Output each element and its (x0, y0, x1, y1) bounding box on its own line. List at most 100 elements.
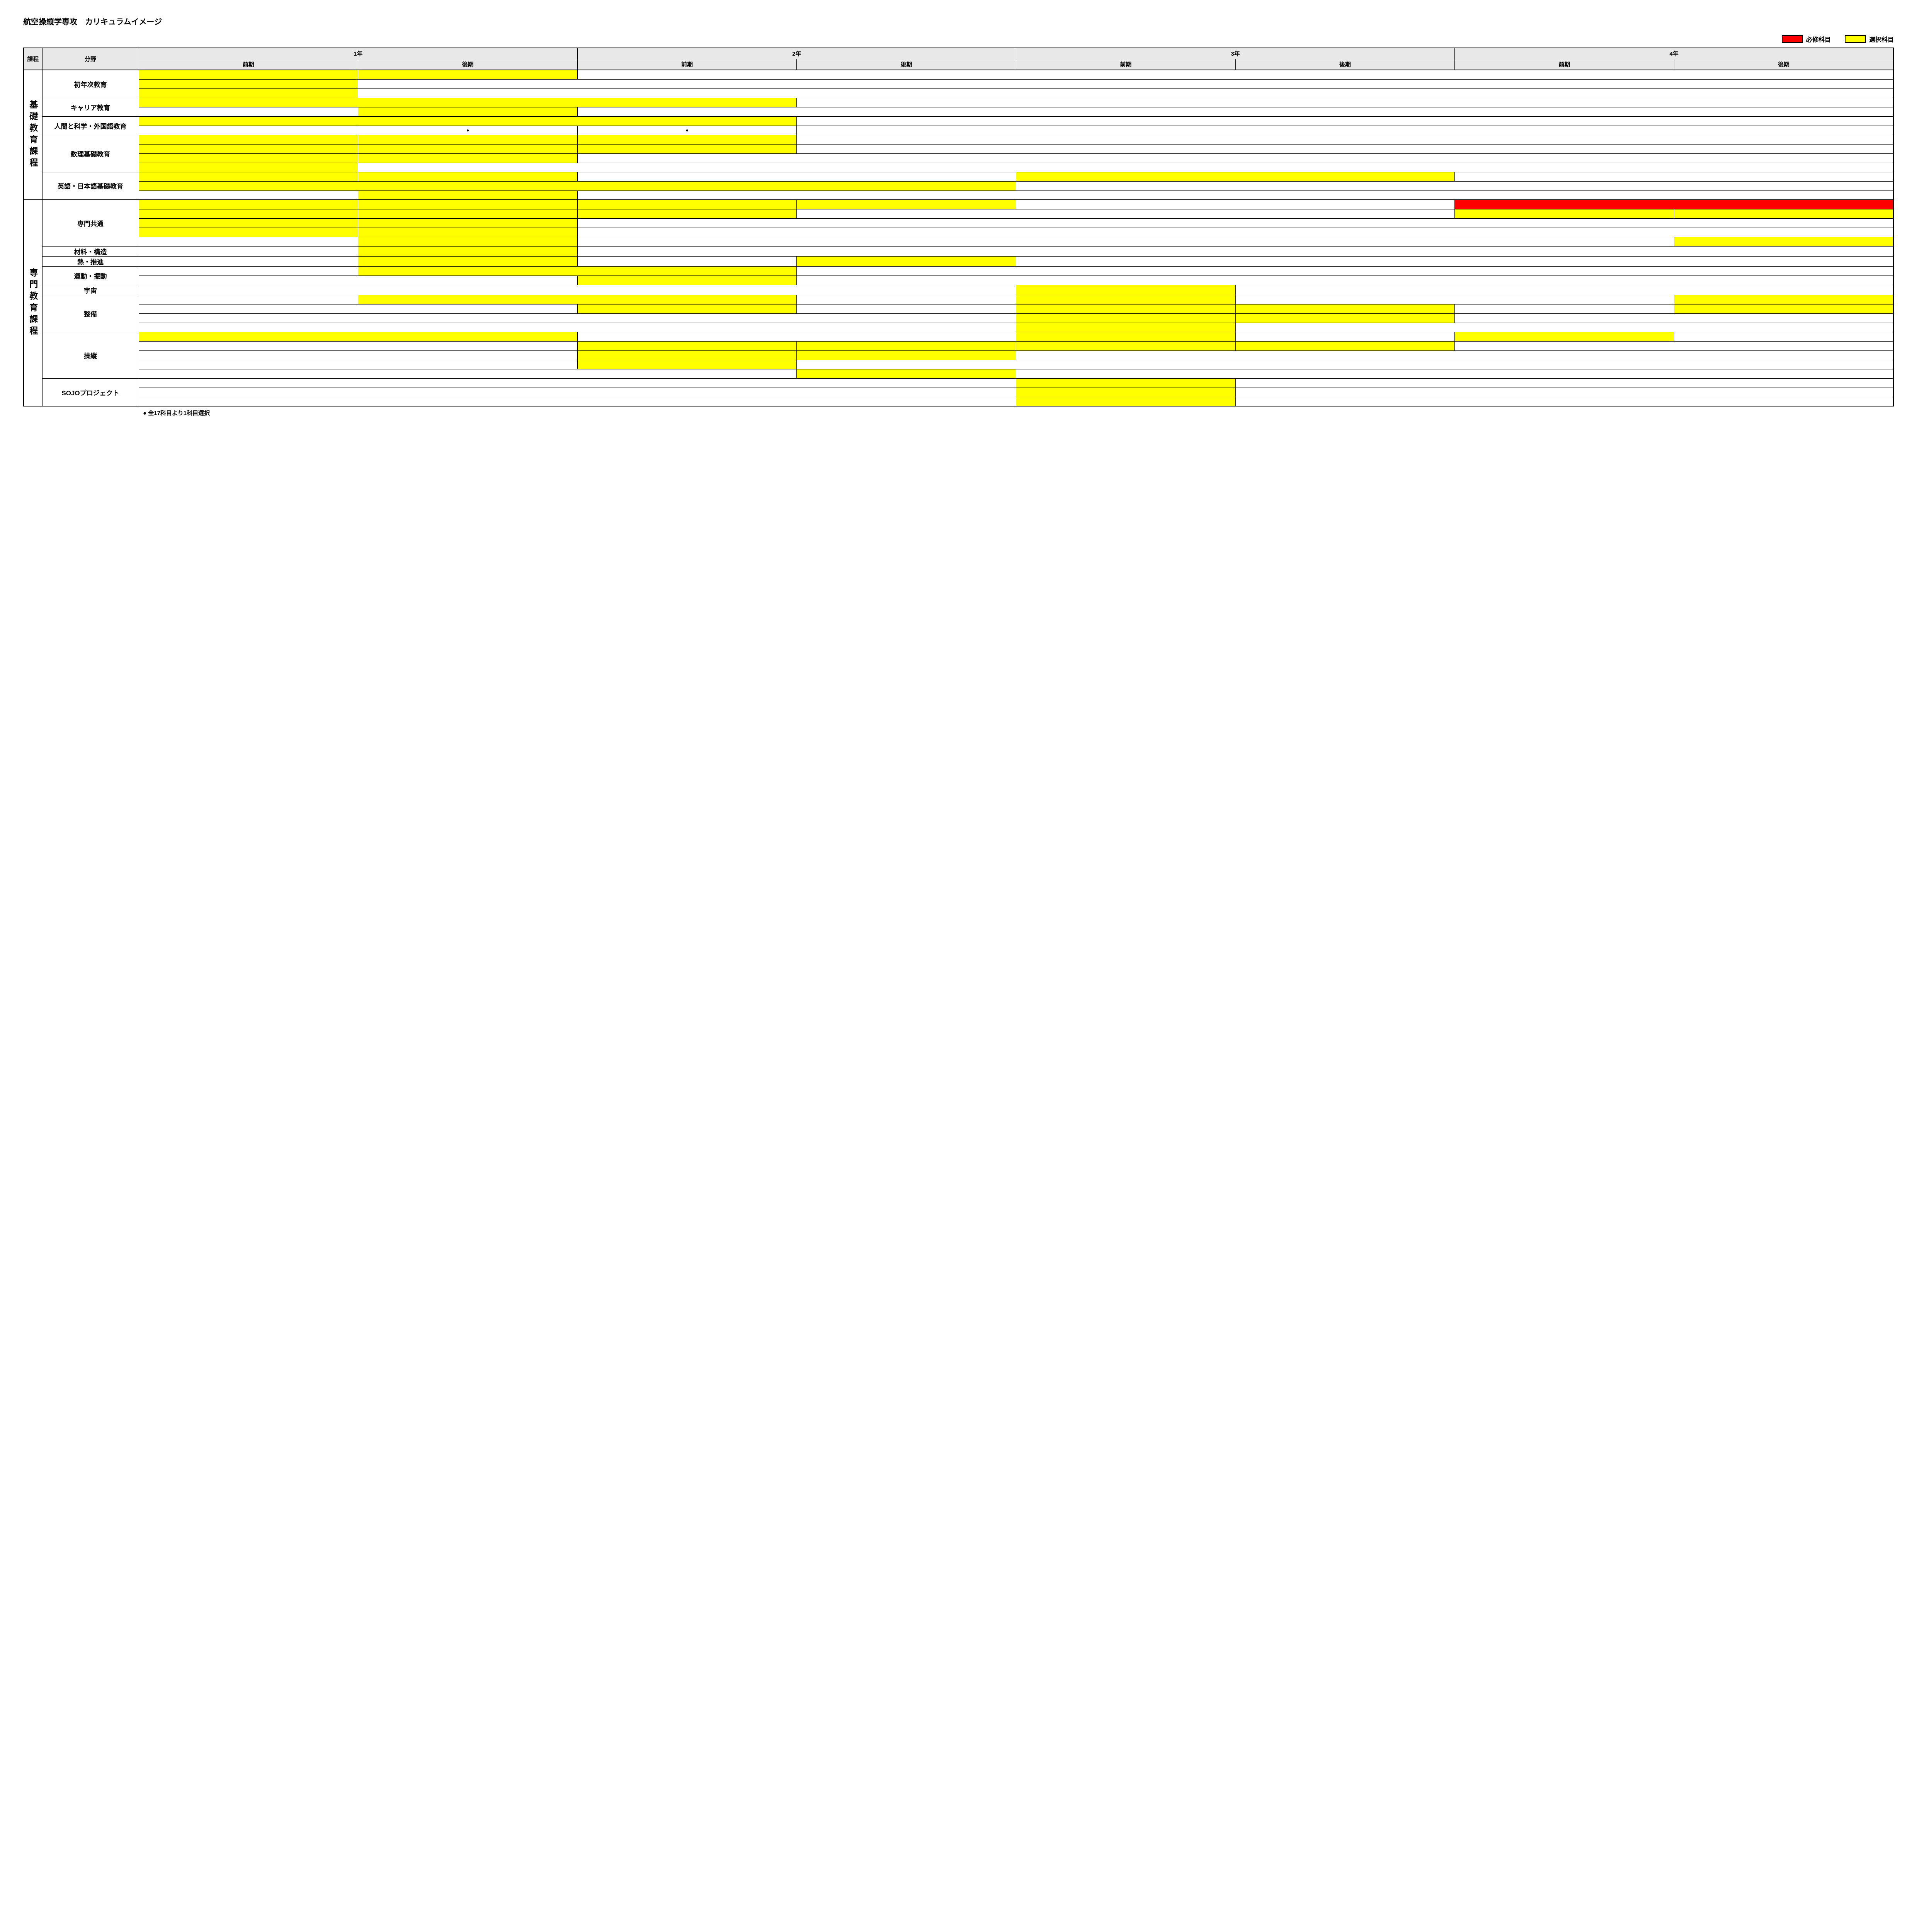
course-slot (1235, 295, 1674, 304)
course-slot (577, 70, 1893, 79)
course-slot (139, 256, 358, 266)
course-slot (139, 70, 358, 79)
field-cell: 宇宙 (42, 285, 139, 295)
header-year: 4年 (1455, 48, 1893, 59)
header-year: 2年 (577, 48, 1016, 59)
field-cell: 数理基礎教育 (42, 135, 139, 172)
course-slot (1455, 172, 1893, 181)
course-slot (139, 209, 358, 218)
course-slot (797, 126, 1893, 135)
course-slot (139, 313, 1016, 323)
course-slot (577, 360, 797, 369)
program-cell: 専門教育課程 (24, 200, 42, 406)
header-semester: 後期 (797, 59, 1016, 70)
course-slot (797, 304, 1016, 313)
course-slot (797, 200, 1016, 209)
course-slot (1674, 209, 1893, 218)
course-slot (1016, 181, 1894, 190)
course-slot (1674, 295, 1893, 304)
course-slot (577, 144, 797, 153)
course-slot (1674, 237, 1893, 246)
course-slot (797, 341, 1016, 350)
course-slot (358, 88, 1893, 98)
legend-label-required: 必修科目 (1806, 34, 1831, 44)
course-slot (358, 256, 578, 266)
course-slot (139, 388, 1016, 397)
header-semester: 後期 (358, 59, 578, 70)
course-slot (139, 341, 577, 350)
course-slot (139, 116, 797, 126)
course-slot (358, 153, 578, 163)
header-semester: 前期 (1455, 59, 1674, 70)
course-slot (1235, 341, 1455, 350)
field-cell: SOJOプロジェクト (42, 378, 139, 406)
course-slot (1455, 341, 1893, 350)
course-slot (1235, 388, 1893, 397)
course-slot (358, 237, 578, 246)
course-slot (139, 135, 358, 144)
course-slot (358, 266, 797, 276)
field-cell: 専門共通 (42, 200, 139, 246)
course-slot (139, 190, 358, 200)
course-slot (139, 332, 577, 341)
course-slot (577, 304, 797, 313)
legend: 必修科目 選択科目 (23, 34, 1894, 44)
course-slot (577, 341, 797, 350)
course-slot (1016, 295, 1236, 304)
page-title: 航空操縦学専攻 カリキュラムイメージ (23, 15, 1894, 27)
course-slot (577, 200, 797, 209)
course-slot (139, 276, 577, 285)
course-slot (358, 228, 578, 237)
field-cell: 運動・振動 (42, 266, 139, 285)
course-slot (577, 153, 1893, 163)
course-slot (139, 323, 1016, 332)
course-slot (1016, 369, 1894, 378)
course-slot (577, 276, 797, 285)
course-slot (1016, 313, 1236, 323)
course-slot (139, 304, 577, 313)
course-slot (139, 88, 358, 98)
course-slot (358, 295, 797, 304)
field-cell: 材料・構造 (42, 246, 139, 256)
program-cell: 基礎教育課程 (24, 70, 42, 200)
course-slot (139, 98, 797, 107)
course-slot (577, 256, 797, 266)
course-slot (577, 237, 1674, 246)
course-slot (577, 350, 797, 360)
course-slot (1235, 378, 1893, 388)
course-slot (797, 360, 1893, 369)
course-slot (139, 285, 1016, 295)
course-slot (577, 332, 1016, 341)
course-slot (577, 246, 1893, 256)
course-slot (1235, 304, 1455, 313)
field-cell: 操縦 (42, 332, 139, 378)
header-semester: 後期 (1674, 59, 1893, 70)
course-slot (358, 79, 1893, 88)
header-semester: 後期 (1235, 59, 1455, 70)
header-year: 1年 (139, 48, 577, 59)
course-slot (1016, 350, 1894, 360)
course-slot (358, 144, 578, 153)
course-slot (139, 153, 358, 163)
course-slot (577, 172, 1016, 181)
course-slot (797, 266, 1893, 276)
course-slot (1016, 323, 1236, 332)
course-slot (358, 218, 578, 228)
course-slot (1016, 200, 1455, 209)
course-slot (1235, 285, 1893, 295)
course-slot (358, 107, 578, 116)
course-slot (797, 144, 1893, 153)
course-slot (139, 369, 797, 378)
course-slot (358, 209, 578, 218)
course-slot (1016, 304, 1236, 313)
course-slot (1455, 304, 1674, 313)
course-slot (358, 200, 578, 209)
course-slot (358, 246, 578, 256)
course-slot (1674, 332, 1893, 341)
course-slot (358, 190, 578, 200)
field-cell: 人間と科学・外国語教育 (42, 116, 139, 135)
course-slot (1235, 397, 1893, 406)
course-slot (1235, 323, 1893, 332)
course-slot (1455, 200, 1893, 209)
course-slot (1455, 332, 1674, 341)
